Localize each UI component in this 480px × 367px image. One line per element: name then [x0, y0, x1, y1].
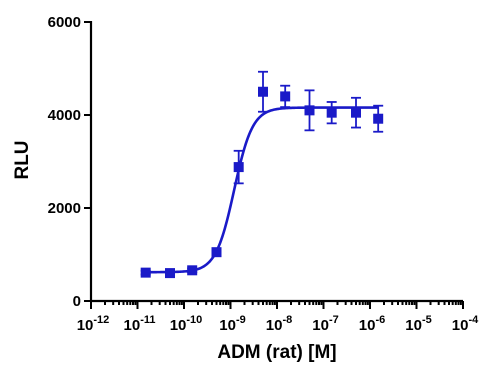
- data-point: [373, 113, 384, 124]
- data-point: [280, 91, 291, 102]
- data-point: [140, 267, 151, 278]
- data-point: [326, 107, 337, 118]
- y-tick-label: 4000: [48, 107, 81, 124]
- data-point: [351, 107, 362, 118]
- fit-curve-group: [145, 106, 379, 274]
- axes: 0 2000 4000 6000 10-12 10-11 10-10 10-9 10-8 10-7…: [48, 14, 479, 334]
- x-tick-label: 10-7: [312, 314, 338, 334]
- x-tick-label: 10-4: [452, 314, 479, 334]
- data-points-group: [140, 86, 384, 279]
- x-tick-label: 10-5: [405, 314, 431, 334]
- x-tick-label: 10-10: [170, 314, 203, 334]
- data-point: [165, 268, 176, 279]
- y-tick-label: 6000: [48, 14, 81, 31]
- fit-curve: [145, 106, 379, 274]
- x-tick-label: 10-9: [219, 314, 245, 334]
- x-axis-title: ADM (rat) [M]: [217, 342, 336, 363]
- data-point: [304, 105, 315, 116]
- y-axis-title: RLU: [12, 140, 33, 179]
- data-point: [187, 265, 198, 276]
- y-tick-label: 0: [73, 293, 81, 310]
- data-point: [211, 247, 222, 258]
- data-point: [258, 86, 269, 97]
- x-tick-label: 10-6: [359, 314, 385, 334]
- x-tick-label: 10-8: [266, 314, 292, 334]
- x-tick-label: 10-12: [77, 314, 110, 334]
- y-tick-label: 2000: [48, 200, 81, 217]
- error-bars-group: [140, 70, 384, 276]
- x-tick-label: 10-11: [124, 314, 156, 334]
- data-point: [233, 162, 244, 173]
